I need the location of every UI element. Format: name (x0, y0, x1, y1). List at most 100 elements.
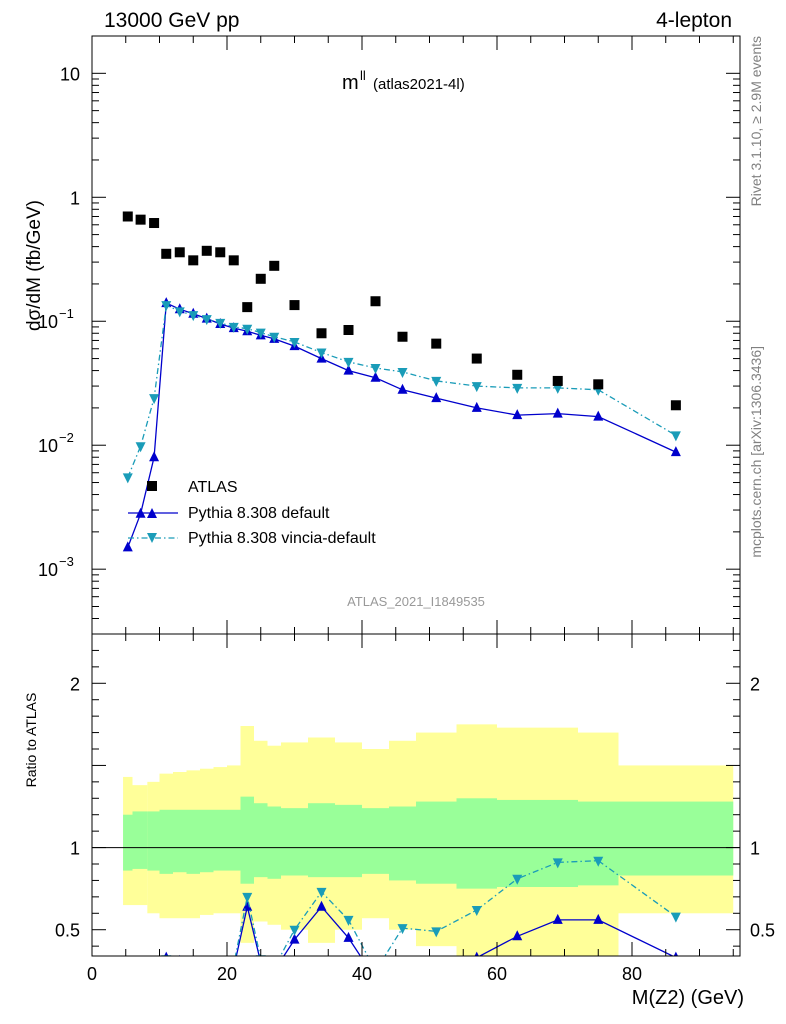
ratio-vincia-line (234, 860, 677, 956)
stat-band-bin (362, 808, 389, 874)
ratio-vincia-point (289, 925, 300, 936)
top-atlas-point (135, 214, 146, 225)
title-subscript: (atlas2021-4l) (373, 76, 465, 93)
x-tick-label: 0 (87, 964, 97, 984)
stat-band-bin (456, 798, 497, 889)
top-atlas-point (228, 255, 239, 266)
top-atlas-point (397, 331, 408, 342)
top-vincia-point (431, 376, 442, 387)
stat-band-bin (497, 799, 538, 887)
ratio-y-tick-label-left: 0.5 (55, 921, 80, 941)
top-atlas-point (161, 248, 172, 259)
stat-band-bin (335, 804, 362, 878)
mcplots-label: mcplots.cern.ch [arXiv:1306.3436] (748, 346, 764, 558)
top-atlas-point (149, 218, 160, 229)
ratio-default-point (474, 951, 479, 956)
ratio-vincia-point (242, 892, 253, 903)
y-tick-label-exp: −2 (59, 430, 74, 445)
top-default-point (471, 401, 482, 412)
top-atlas-point (269, 260, 280, 271)
ratio-y-tick-label-right: 2 (750, 674, 760, 694)
ratio-vincia-point (149, 1001, 159, 1011)
ratio-vincia-point (593, 856, 604, 867)
ratio-default-point (256, 957, 266, 967)
top-atlas-point (431, 338, 442, 349)
ratio-default-point (269, 965, 279, 975)
top-default-point (122, 541, 133, 552)
stat-band-bin (132, 811, 148, 869)
xlabel: M(Z2) (GeV) (632, 987, 744, 1009)
legend-label-default: Pythia 8.308 default (188, 505, 330, 522)
top-atlas-point (471, 353, 482, 364)
stat-band-bin (123, 814, 133, 871)
ratio-vincia-point (161, 955, 172, 956)
top-atlas-point (512, 369, 523, 380)
top-vincia-point (228, 322, 239, 333)
top-default-point (431, 392, 442, 403)
ratio-vincia-point (188, 959, 198, 969)
stat-band-bin (267, 806, 281, 879)
bottom-ylabel: Ratio to ATLAS (23, 693, 39, 788)
y-tick-label-exp: −1 (59, 306, 74, 321)
ratio-default-point (242, 900, 253, 911)
top-bands-layer (122, 211, 681, 552)
rivet-label: Rivet 3.1.10, ≥ 2.9M events (748, 36, 764, 206)
top-atlas-point (552, 375, 563, 386)
top-atlas-point (593, 379, 604, 390)
stat-band-bin (254, 803, 268, 878)
top-vincia-point (135, 442, 146, 453)
ratio-vincia-point (202, 960, 212, 970)
ratio-vincia-point (471, 906, 482, 916)
top-title: m ll (atlas2021-4l) (342, 68, 465, 94)
ratio-default-point (343, 931, 354, 942)
ratio-vincia-point (343, 915, 354, 926)
ratio-vincia-point (175, 957, 185, 967)
top-vincia-point (397, 367, 408, 378)
stat-band-bin (416, 801, 457, 884)
top-vincia-point (174, 307, 185, 318)
ratio-vincia-point (670, 912, 681, 923)
ratio-vincia-point (552, 858, 563, 869)
title-superscript: ll (360, 68, 366, 83)
top-vincia-point (316, 348, 327, 359)
ratio-default-point (552, 913, 563, 924)
ratio-y-tick-label-left: 2 (70, 674, 80, 694)
top-atlas-point (215, 247, 226, 258)
y-tick-label-base: 10 (38, 312, 58, 332)
top-vincia-point (670, 431, 681, 442)
top-atlas-point (289, 300, 300, 311)
ratio-default-point (136, 1005, 146, 1015)
ratio-default-point (398, 960, 408, 970)
ratio-vincia-point (123, 1007, 133, 1017)
top-atlas-point (670, 400, 681, 411)
y-tick-label: 1 (70, 188, 80, 208)
ratio-y-tick-label-left: 1 (70, 839, 80, 859)
y-tick-label-base: 10 (38, 436, 58, 456)
bottom-bands-layer (92, 724, 740, 956)
top-vincia-point (215, 318, 226, 329)
top-atlas-point (201, 245, 212, 256)
top-atlas-point (255, 273, 266, 284)
ratio-default-point (431, 960, 441, 970)
ratio-default-point (673, 951, 679, 956)
top-default-point (670, 446, 681, 457)
top-atlas-point (343, 324, 354, 335)
legend-label-atlas: ATLAS (188, 479, 238, 496)
y-tick-label-exp: −3 (59, 554, 74, 569)
top-atlas-point (122, 211, 133, 222)
top-atlas-point (174, 247, 185, 258)
stat-band-bin (281, 808, 308, 876)
ratio-default-point (593, 913, 604, 924)
top-default-point (512, 409, 523, 420)
header-left: 13000 GeV pp (104, 9, 239, 32)
bottom-frame (91, 633, 741, 957)
stat-band-bin (308, 803, 335, 878)
top-ylabel: dσ/dM (fb/GeV) (24, 200, 45, 331)
top-vincia-point (269, 332, 280, 343)
top-vincia-point (255, 328, 266, 339)
ratio-vincia-point (269, 964, 279, 974)
top-atlas-point (316, 328, 327, 339)
ratio-vincia-point (255, 955, 266, 956)
